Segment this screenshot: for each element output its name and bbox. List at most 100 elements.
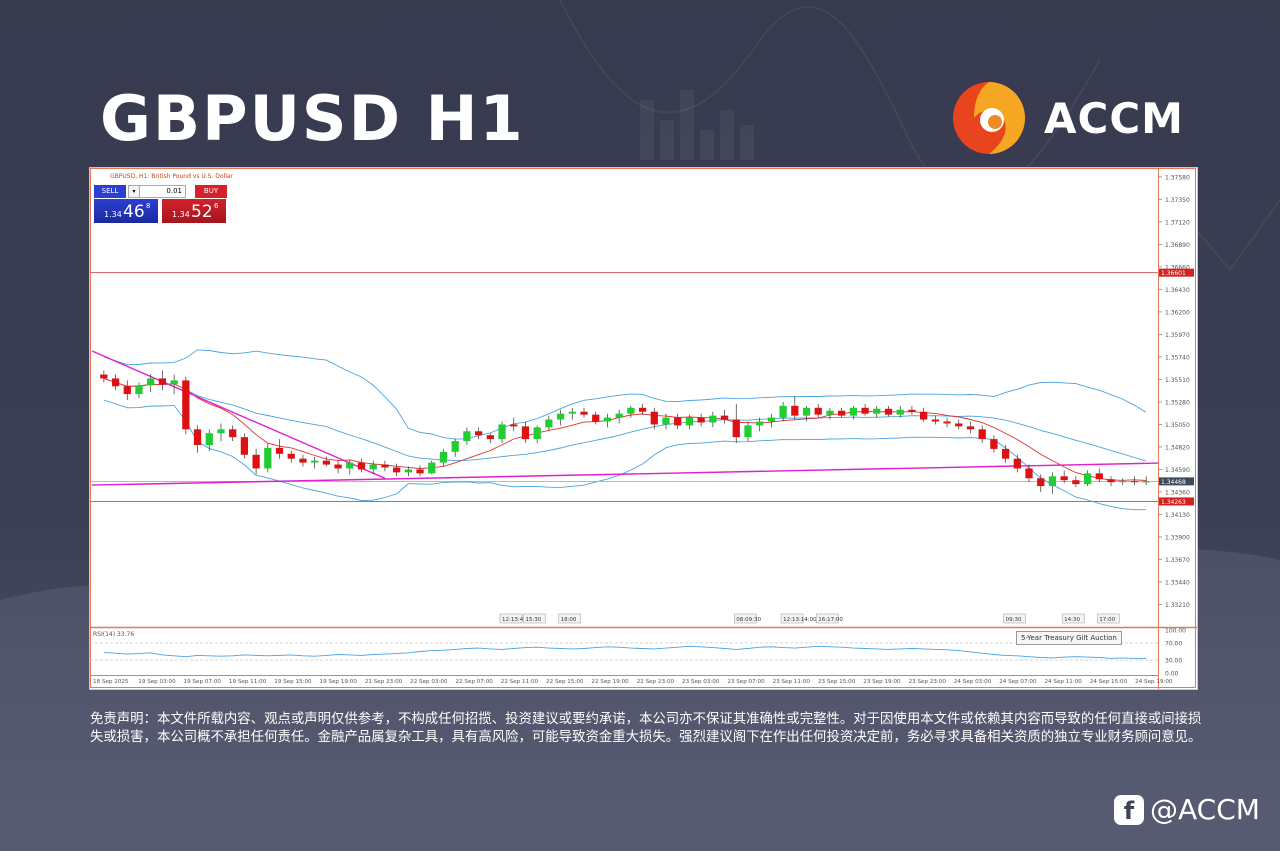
candle-body bbox=[826, 410, 834, 415]
y-tick-label: 1.35280 bbox=[1165, 399, 1190, 406]
facebook-icon[interactable]: f bbox=[1114, 795, 1144, 825]
candle-body bbox=[416, 469, 424, 474]
candle-body bbox=[849, 407, 857, 416]
buy-price[interactable]: 1.34 52 6 bbox=[162, 199, 226, 223]
y-tick-label: 1.34130 bbox=[1165, 512, 1190, 519]
x-tick-label: 21 Sep 23:00 bbox=[365, 679, 403, 685]
candle-body bbox=[838, 410, 846, 416]
price-chart[interactable]: 1.37580 1.37350 1.37120 1.36890 1.36660 1.364… bbox=[89, 167, 1198, 690]
price-level-label: 1.36601 bbox=[1161, 270, 1186, 277]
candle-body bbox=[439, 451, 448, 463]
symbol-label: GBPUSD, H1: British Pound vs U.S. Dollar bbox=[110, 173, 234, 180]
candle-body bbox=[205, 433, 213, 445]
buy-price-fraction: 6 bbox=[214, 202, 219, 210]
x-tick-label: 24 Sep 19:00 bbox=[1135, 679, 1173, 685]
x-tick-label: 19 Sep 03:00 bbox=[138, 679, 176, 685]
candle-body bbox=[510, 424, 518, 427]
candle-body bbox=[498, 424, 506, 440]
candle-body bbox=[521, 426, 530, 440]
candle-body bbox=[135, 385, 143, 395]
one-click-trade-panel[interactable]: SELL ▾ 0.01 BUY 1.34 46 8 1.34 52 6 bbox=[94, 185, 227, 225]
rsi-label: RSI(14) 33.76 bbox=[93, 631, 134, 638]
candle-body bbox=[463, 431, 471, 442]
event-marker-box bbox=[499, 613, 523, 624]
x-tick-label: 22 Sep 23:00 bbox=[637, 679, 675, 685]
buy-button[interactable]: BUY bbox=[195, 185, 227, 198]
social-handle[interactable]: f @ACCM bbox=[1114, 793, 1274, 827]
candle-body bbox=[1142, 481, 1150, 483]
sell-price[interactable]: 1.34 46 8 bbox=[94, 199, 158, 223]
x-tick-label: 23 Sep 15:00 bbox=[818, 679, 856, 685]
candle-body bbox=[1048, 476, 1057, 487]
candle-body bbox=[369, 464, 377, 470]
candle-body bbox=[931, 419, 939, 422]
event-marker-label: 15:30 bbox=[525, 617, 541, 623]
x-tick-label: 22 Sep 07:00 bbox=[455, 679, 493, 685]
rsi-line bbox=[103, 645, 1147, 659]
current-price-label: 1.34468 bbox=[1161, 479, 1186, 486]
sell-price-prefix: 1.34 bbox=[104, 210, 122, 219]
candle-body bbox=[966, 426, 975, 430]
candle-body bbox=[756, 421, 764, 426]
event-marker-box bbox=[815, 613, 839, 624]
support-trendline bbox=[91, 462, 1159, 486]
y-tick-label: 1.36200 bbox=[1165, 309, 1190, 316]
candle-body bbox=[955, 423, 963, 427]
event-marker-label: 12:13:14:00 bbox=[783, 617, 817, 623]
candle-body bbox=[1130, 481, 1139, 483]
candle-body bbox=[1107, 479, 1115, 483]
candle-body bbox=[896, 409, 904, 415]
candle-body bbox=[814, 407, 822, 415]
y-tick-label: 1.33440 bbox=[1165, 579, 1190, 586]
price-level-tag bbox=[1159, 497, 1194, 506]
event-marker-label: 12:13:45 bbox=[502, 617, 527, 623]
buy-price-pips: 52 bbox=[191, 202, 213, 222]
x-tick-label: 23 Sep 11:00 bbox=[773, 679, 811, 685]
candle-body bbox=[240, 437, 249, 455]
bollinger-middle bbox=[103, 377, 1147, 462]
candle-body bbox=[1025, 468, 1033, 479]
y-tick-label: 1.34820 bbox=[1165, 444, 1190, 451]
x-tick-label: 19 Sep 11:00 bbox=[229, 679, 267, 685]
page-title: GBPUSD H1 bbox=[100, 82, 525, 155]
candle-body bbox=[791, 405, 799, 416]
y-tick-label: 1.37580 bbox=[1165, 174, 1190, 181]
lot-size-input[interactable]: 0.01 bbox=[139, 185, 186, 198]
candle-body bbox=[697, 417, 705, 423]
candle-body bbox=[451, 441, 459, 452]
rsi-level-label: 30.00 bbox=[1165, 658, 1182, 665]
social-handle-text[interactable]: @ACCM bbox=[1150, 793, 1260, 826]
candle-body bbox=[474, 431, 483, 436]
candle-body bbox=[662, 417, 670, 425]
x-tick-label: 23 Sep 23:00 bbox=[909, 679, 947, 685]
event-marker-box bbox=[780, 613, 804, 624]
candle-body bbox=[346, 462, 354, 469]
candle-body bbox=[674, 417, 682, 426]
x-tick-label: 22 Sep 15:00 bbox=[546, 679, 584, 685]
x-tick-label: 19 Sep 07:00 bbox=[184, 679, 222, 685]
candle-body bbox=[568, 411, 576, 414]
candle-body bbox=[978, 429, 986, 440]
candle-body bbox=[709, 415, 717, 423]
candle-body bbox=[615, 413, 623, 418]
candle-body bbox=[1072, 480, 1080, 485]
rsi-level-label: 100.00 bbox=[1165, 628, 1186, 635]
candle-body bbox=[1119, 481, 1127, 483]
candle-body bbox=[123, 386, 131, 395]
sell-button[interactable]: SELL bbox=[94, 185, 126, 198]
x-tick-label: 23 Sep 03:00 bbox=[682, 679, 720, 685]
candle-body bbox=[1013, 458, 1021, 469]
candle-body bbox=[193, 429, 202, 445]
event-marker-box bbox=[1097, 613, 1120, 624]
accm-logo-icon bbox=[953, 82, 1025, 154]
event-tooltip: 5-Year Treasury Gilt Auction bbox=[1016, 631, 1122, 645]
candle-body bbox=[732, 419, 740, 438]
chart-canvas[interactable]: 1.37580 1.37350 1.37120 1.36890 1.36660 1.364… bbox=[90, 168, 1197, 689]
y-tick-label: 1.34590 bbox=[1165, 467, 1190, 474]
accm-logo: ACCM bbox=[952, 80, 1192, 156]
x-tick-label: 19 Sep 19:00 bbox=[320, 679, 358, 685]
y-tick-label: 1.33670 bbox=[1165, 557, 1190, 564]
candle-body bbox=[908, 409, 916, 412]
candle-body bbox=[1083, 473, 1092, 485]
candle-body bbox=[252, 454, 260, 469]
